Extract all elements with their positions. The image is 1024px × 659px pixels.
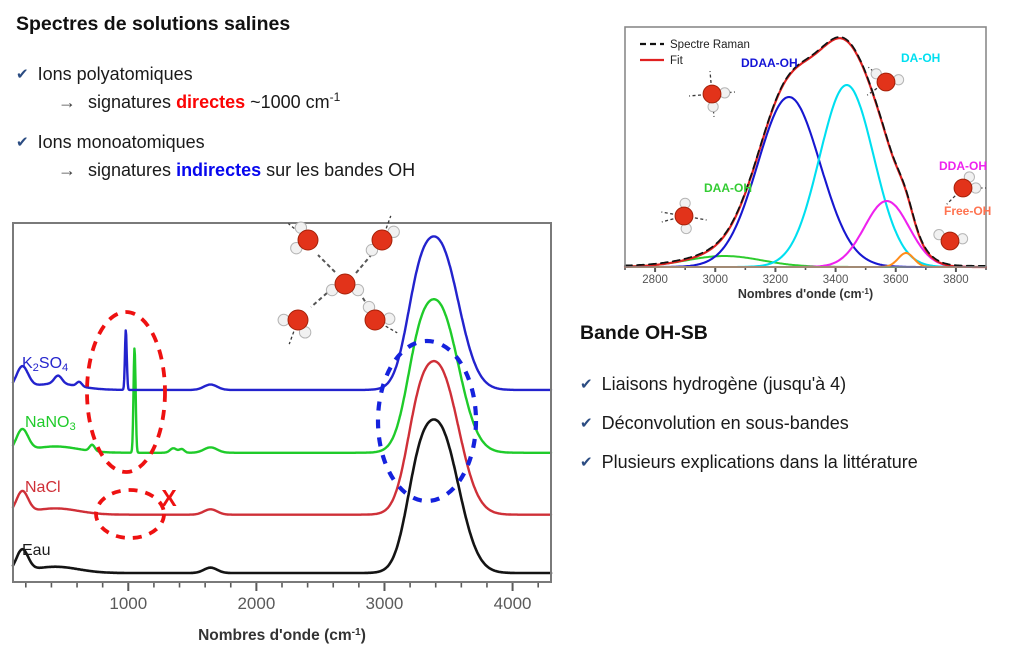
section-heading-bande-oh-sb: Bande OH-SB [580, 322, 708, 344]
x-axis-tick-label: 4000 [494, 594, 532, 613]
bullet-ions-polyatomiques: ✔ Ions polyatomiques [16, 64, 193, 85]
sub-text: signatures [88, 92, 177, 112]
series-label: DDA-OH [939, 159, 987, 173]
nacl-missing-peak-ellipse [94, 488, 166, 540]
arrow-icon: → [58, 160, 76, 180]
x-axis-title: Nombres d'onde (cm-1) [198, 627, 366, 644]
water-molecule-icon [661, 197, 707, 235]
checkmark-icon: ✔ [580, 375, 593, 393]
bullet-text: Déconvolution en sous-bandes [601, 413, 849, 433]
nacl-x-mark: X [161, 485, 177, 511]
bullet-liaisons-hydrogene: ✔ Liaisons hydrogène (jusqu'à 4) [580, 374, 846, 395]
bullet-ions-monoatomiques: ✔ Ions monoatomiques [16, 132, 205, 153]
x-axis-tick-label: 1000 [109, 594, 147, 613]
series-label: Eau [22, 542, 50, 559]
oh-band-deconvolution-chart: 2800 3000 3200 3400 3600 3800 Nombres d'onde (… [623, 26, 991, 301]
legend-label: Spectre Raman [670, 39, 750, 51]
emphasis-directes: directes [176, 92, 246, 112]
water-cluster-illustration [277, 215, 400, 345]
sub-text: ~1000 cm [245, 92, 330, 112]
checkmark-icon: ✔ [16, 133, 29, 151]
bullet-text: Liaisons hydrogène (jusqu'à 4) [601, 374, 847, 394]
water-molecule-icon [689, 71, 735, 117]
x-axis-tick-label: 3000 [366, 594, 404, 613]
legend-label: Fit [670, 55, 684, 67]
emphasis-indirectes: indirectes [176, 160, 262, 180]
sub-text: signatures [88, 160, 177, 180]
arrow-icon: → [58, 92, 76, 112]
x-axis-title: Nombres d'onde (cm-1) [738, 287, 873, 301]
sub-text: sur les bandes OH [261, 160, 416, 180]
series-NaNO3 [11, 298, 553, 454]
superscript-unit: -1 [329, 90, 341, 104]
series-K2SO4 [11, 235, 553, 392]
plot-frame [12, 222, 552, 583]
bullet-deconvolution: ✔ Déconvolution en sous-bandes [580, 413, 849, 434]
x-axis-tick-label: 3400 [823, 274, 849, 286]
series-label: NaCl [25, 479, 61, 496]
oh-band-ellipse [375, 338, 479, 504]
water-molecule-icon [866, 66, 905, 96]
bullet-head-text: Ions monoatomiques [37, 132, 205, 152]
x-axis-tick-label: 3000 [702, 274, 728, 286]
page-title: Spectres de solutions salines [16, 13, 291, 35]
water-molecule-icon [933, 229, 969, 251]
series-Spectre-Raman [624, 36, 987, 267]
series-label: DAA-OH [704, 181, 752, 195]
plot-frame [624, 26, 987, 268]
series-label: NaNO3 [25, 414, 76, 433]
bullet-sub-indirectes: → signatures indirectes sur les bandes OH [58, 158, 415, 181]
bullet-head-text: Ions polyatomiques [37, 64, 193, 84]
checkmark-icon: ✔ [16, 65, 29, 83]
checkmark-icon: ✔ [580, 414, 593, 432]
series-label: DA-OH [901, 51, 940, 65]
bullet-explications: ✔ Plusieurs explications dans la littérat… [580, 452, 918, 473]
x-axis-tick-label: 3200 [763, 274, 789, 286]
series-Eau [11, 418, 553, 575]
series-NaCl [11, 359, 553, 516]
bullet-text: Plusieurs explications dans la littératu… [601, 452, 918, 472]
checkmark-icon: ✔ [580, 453, 593, 471]
x-axis-tick-label: 3800 [943, 274, 969, 286]
raman-saline-solutions-chart: 1000 2000 3000 4000 Nombres d'onde (cm-1) X K2… [11, 215, 553, 644]
x-axis-tick-label: 2800 [642, 274, 668, 286]
polyatomic-peaks-ellipse [85, 310, 167, 474]
x-axis-tick-label: 2000 [237, 594, 275, 613]
series-label: DDAA-OH [741, 56, 798, 70]
x-axis-tick-label: 3600 [883, 274, 909, 286]
water-molecule-icon [946, 171, 986, 205]
series-label: Free-OH [944, 204, 991, 218]
series-label: K2SO4 [22, 355, 68, 374]
bullet-sub-directes: → signatures directes ~1000 cm-1 [58, 90, 340, 113]
